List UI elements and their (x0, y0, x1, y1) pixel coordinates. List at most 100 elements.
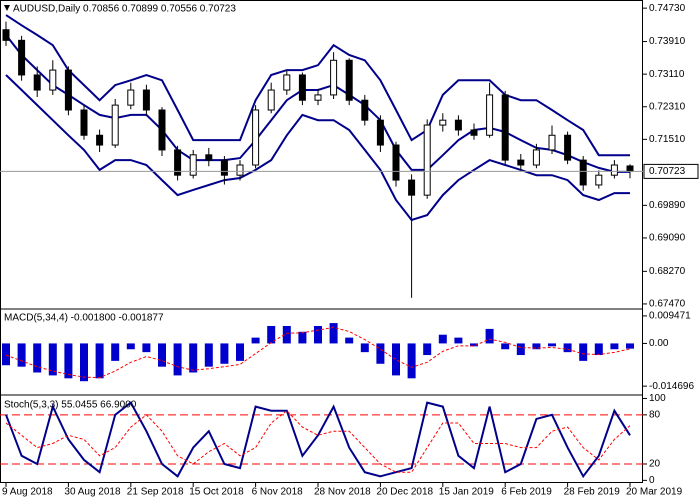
macd-bar (17, 343, 26, 367)
y-tick-label: 0.73910 (649, 36, 686, 47)
candle-body (127, 89, 135, 106)
macd-bar (563, 343, 572, 353)
x-tick-label: 28 Nov 2018 (314, 487, 371, 498)
macd-bar (204, 343, 213, 367)
macd-bar (189, 343, 198, 373)
macd-bar (95, 343, 104, 379)
x-tick-label: 20 Mar 2019 (626, 487, 683, 498)
macd-header: MACD(5,34,4) -0.001800 -0.001877 (4, 313, 164, 324)
macd-bar (423, 343, 432, 356)
macd-bar (282, 325, 291, 344)
candle-body (454, 119, 462, 131)
macd-bar (516, 343, 525, 356)
plot-frame (0, 0, 643, 483)
last-price-label: 0.70723 (649, 166, 686, 177)
y-tick-label: 0.73110 (649, 69, 685, 80)
macd-bar (158, 343, 166, 367)
x-tick-label: 15 Oct 2018 (189, 487, 244, 498)
stoch-main (5, 401, 631, 479)
candle-body (626, 165, 634, 172)
candle-body (33, 74, 41, 91)
candle-body (298, 74, 306, 101)
macd-bar (2, 343, 10, 366)
candle-body (236, 164, 244, 176)
candle-body (439, 119, 447, 126)
macd-bar (470, 343, 478, 347)
macd-bar (501, 343, 510, 350)
candle-body (501, 94, 509, 161)
y-tick-label: 0.74730 (649, 3, 686, 14)
candle-body (49, 69, 57, 91)
x-tick-label: 20 Dec 2018 (376, 487, 433, 498)
macd-bar (298, 331, 307, 344)
y-tick-label: 0.00 (649, 338, 669, 349)
candle-body (80, 109, 88, 136)
y-tick-label: 20 (649, 459, 661, 470)
macd-bar (80, 343, 88, 382)
y-tick-label: 0 (649, 475, 655, 486)
macd-bar (407, 343, 416, 379)
macd-bar (392, 343, 400, 376)
candle-body (2, 29, 10, 41)
candle-body (392, 144, 400, 181)
bollinger-upper (5, 14, 630, 157)
stoch-header: Stoch(5,3,3) 55.0455 66.9000 (4, 400, 137, 411)
y-tick-label: 0.72310 (649, 101, 686, 112)
macd-bar (345, 337, 354, 344)
y-tick-label: 0.71510 (649, 134, 686, 145)
y-tick-label: 0.68270 (649, 266, 686, 277)
candle-body (330, 59, 338, 96)
candle-body (345, 59, 353, 101)
x-tick-label: 28 Feb 2019 (564, 487, 621, 498)
candle-body (610, 164, 618, 176)
macd-bar (329, 323, 338, 344)
x-tick-label: 21 Sep 2018 (127, 487, 184, 498)
candle-body (18, 39, 26, 76)
symbol-icon (4, 5, 10, 11)
candle-body (564, 134, 572, 161)
macd-bar (485, 328, 494, 344)
price-header: AUDUSD,Daily 0.70856 0.70899 0.70556 0.7… (13, 4, 236, 15)
candle-body (142, 89, 150, 111)
macd-signal (5, 326, 631, 379)
macd-bar (438, 334, 447, 344)
candle-body (548, 134, 556, 151)
macd-bar (548, 343, 556, 347)
candle-body (361, 99, 369, 121)
candle-body (283, 74, 291, 91)
candle-body (205, 154, 213, 161)
macd-bar (376, 343, 385, 364)
macd-bar (220, 343, 229, 364)
candle-body (64, 69, 72, 111)
y-tick-label: 80 (649, 409, 661, 420)
candle-body (314, 94, 322, 101)
candle-body (158, 109, 166, 151)
macd-bar (64, 343, 73, 379)
macd-bar (251, 337, 260, 344)
stoch-signal (5, 410, 631, 473)
macd-bar (33, 343, 42, 373)
x-tick-label: 6 Nov 2018 (252, 487, 304, 498)
macd-bar (126, 343, 135, 350)
y-tick-label: 0.69890 (649, 200, 686, 211)
macd-bar (267, 325, 276, 344)
macd-bar (173, 343, 182, 376)
candle-body (470, 129, 478, 136)
candle-body (486, 94, 494, 136)
candle-body (517, 159, 525, 166)
macd-bar (454, 337, 463, 344)
y-tick-label: 0.69090 (649, 233, 686, 244)
last-price-box (643, 163, 699, 179)
x-tick-label: 9 Aug 2018 (2, 487, 53, 498)
candle-body (579, 159, 587, 186)
macd-bar (579, 343, 588, 361)
macd-bar (314, 325, 322, 344)
macd-bar (48, 343, 57, 376)
macd-bar (111, 343, 120, 361)
macd-bar (532, 343, 541, 350)
candle-body (408, 179, 416, 196)
candle-body (423, 124, 431, 196)
y-tick-label: -0.014696 (649, 381, 694, 392)
candle-body (595, 174, 603, 186)
